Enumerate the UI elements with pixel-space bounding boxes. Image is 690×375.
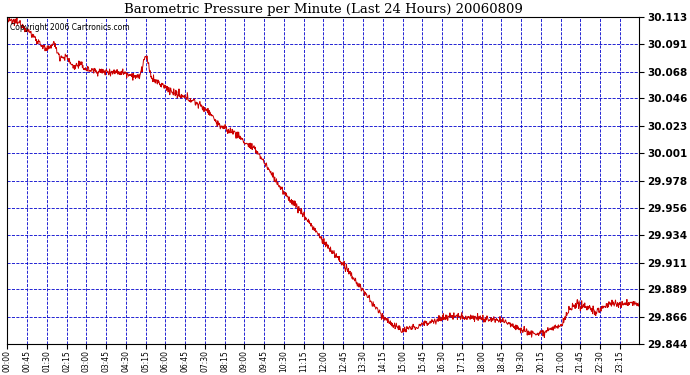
Text: Copyright 2006 Cartronics.com: Copyright 2006 Cartronics.com [10, 24, 130, 33]
Title: Barometric Pressure per Minute (Last 24 Hours) 20060809: Barometric Pressure per Minute (Last 24 … [124, 3, 523, 16]
